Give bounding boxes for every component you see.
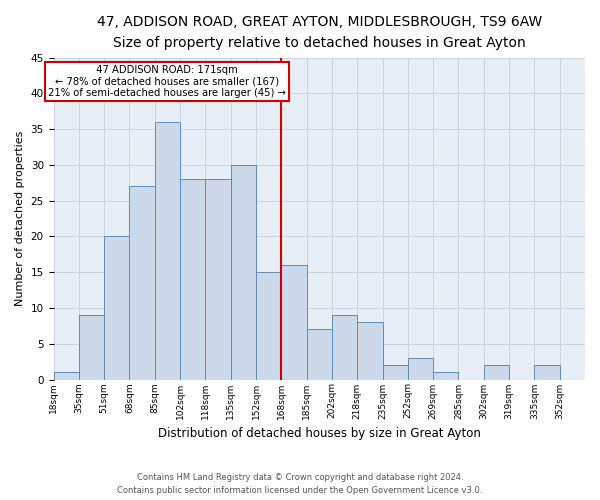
Text: 47 ADDISON ROAD: 171sqm  
← 78% of detached houses are smaller (167)
21% of semi: 47 ADDISON ROAD: 171sqm ← 78% of detache… [49, 65, 286, 98]
Bar [357, 322, 383, 380]
Text: Contains HM Land Registry data © Crown copyright and database right 2024.
Contai: Contains HM Land Registry data © Crown c… [118, 474, 482, 495]
Bar [484, 365, 509, 380]
Bar [408, 358, 433, 380]
Bar [433, 372, 458, 380]
Bar [53, 372, 79, 380]
Bar [79, 315, 104, 380]
Bar [155, 122, 180, 380]
Bar [230, 165, 256, 380]
Bar [205, 180, 230, 380]
Bar [307, 330, 332, 380]
Bar [104, 236, 130, 380]
Bar [256, 272, 281, 380]
Bar [281, 265, 307, 380]
Bar [535, 365, 560, 380]
Bar [130, 186, 155, 380]
Y-axis label: Number of detached properties: Number of detached properties [15, 131, 25, 306]
Bar [332, 315, 357, 380]
Title: 47, ADDISON ROAD, GREAT AYTON, MIDDLESBROUGH, TS9 6AW
Size of property relative : 47, ADDISON ROAD, GREAT AYTON, MIDDLESBR… [97, 15, 542, 50]
Bar [180, 180, 205, 380]
Bar [383, 365, 408, 380]
X-axis label: Distribution of detached houses by size in Great Ayton: Distribution of detached houses by size … [158, 427, 481, 440]
